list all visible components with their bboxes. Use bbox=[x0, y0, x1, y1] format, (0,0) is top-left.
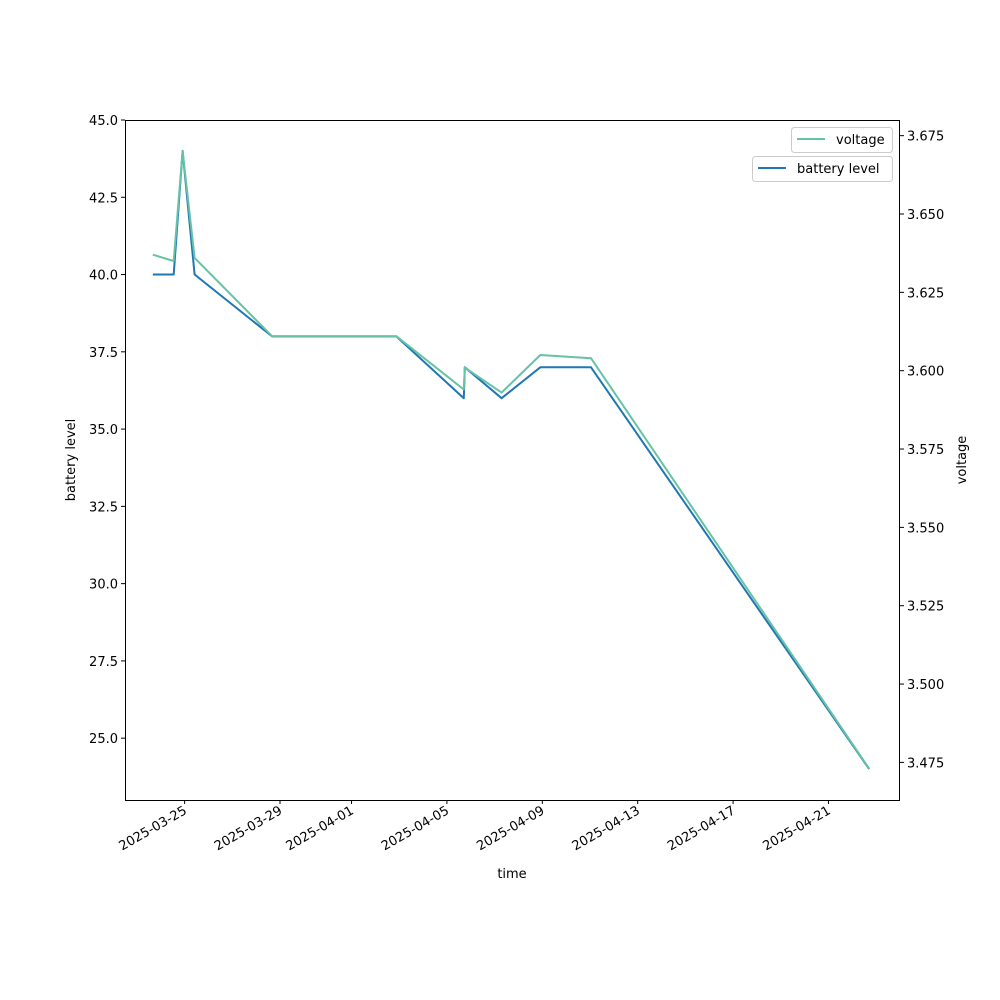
y-axis-right: 3.475 3.500 3.525 3.550 3.575 3.600 3.625 3.650… bbox=[900, 130, 944, 771]
x-axis-label: time bbox=[497, 867, 526, 882]
y-axis-left: 25.0 27.5 30.0 32.5 35.0 37.5 40.0 42.5 45.0 bbox=[89, 114, 125, 747]
y2-tick-label: 3.625 bbox=[907, 286, 944, 301]
x-tick-label: 2025-04-13 bbox=[570, 803, 643, 854]
y-tick-label: 37.5 bbox=[89, 346, 118, 361]
y2-tick-label: 3.575 bbox=[907, 443, 944, 458]
legend-voltage-label: voltage bbox=[836, 133, 885, 148]
y-tick-label: 40.0 bbox=[89, 269, 118, 284]
legend-battery-label: battery level bbox=[797, 162, 880, 177]
y-axis-label: battery level bbox=[64, 419, 79, 502]
y-tick-label: 27.5 bbox=[89, 655, 118, 670]
y2-tick-label: 3.600 bbox=[907, 365, 944, 380]
y-tick-label: 35.0 bbox=[89, 423, 118, 438]
x-tick-label: 2025-03-25 bbox=[117, 803, 190, 854]
y2-tick-label: 3.650 bbox=[907, 208, 944, 223]
y-tick-label: 30.0 bbox=[89, 578, 118, 593]
x-tick-label: 2025-03-29 bbox=[212, 803, 285, 854]
y2-tick-label: 3.525 bbox=[907, 600, 944, 615]
y2-axis-label: voltage bbox=[955, 436, 970, 485]
series-line-voltage bbox=[152, 150, 871, 770]
plot-frame bbox=[125, 120, 900, 801]
legend-voltage: voltage bbox=[791, 127, 893, 153]
y2-tick-label: 3.550 bbox=[907, 521, 944, 536]
y2-tick-label: 3.500 bbox=[907, 678, 944, 693]
x-tick-label: 2025-04-01 bbox=[284, 803, 357, 854]
series-line-battery-level bbox=[152, 149, 871, 770]
x-tick-label: 2025-04-17 bbox=[665, 803, 738, 854]
series-lines bbox=[152, 149, 871, 770]
x-tick-label: 2025-04-05 bbox=[379, 803, 452, 854]
y2-tick-label: 3.675 bbox=[907, 130, 944, 145]
x-tick-label: 2025-04-09 bbox=[474, 803, 547, 854]
y-tick-label: 32.5 bbox=[89, 500, 118, 515]
x-tick-label: 2025-04-21 bbox=[761, 803, 834, 854]
legend-battery: battery level bbox=[752, 156, 893, 182]
y2-tick-label: 3.475 bbox=[907, 756, 944, 771]
y-tick-label: 25.0 bbox=[89, 732, 118, 747]
y-tick-label: 42.5 bbox=[89, 191, 118, 206]
y-tick-label: 45.0 bbox=[89, 114, 118, 129]
